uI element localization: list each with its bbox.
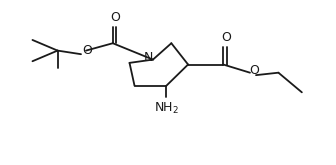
Text: O: O [82, 44, 92, 57]
Text: O: O [250, 64, 260, 77]
Text: N: N [144, 51, 154, 65]
Text: O: O [111, 11, 120, 24]
Text: O: O [221, 31, 231, 44]
Text: NH$_2$: NH$_2$ [154, 101, 179, 116]
